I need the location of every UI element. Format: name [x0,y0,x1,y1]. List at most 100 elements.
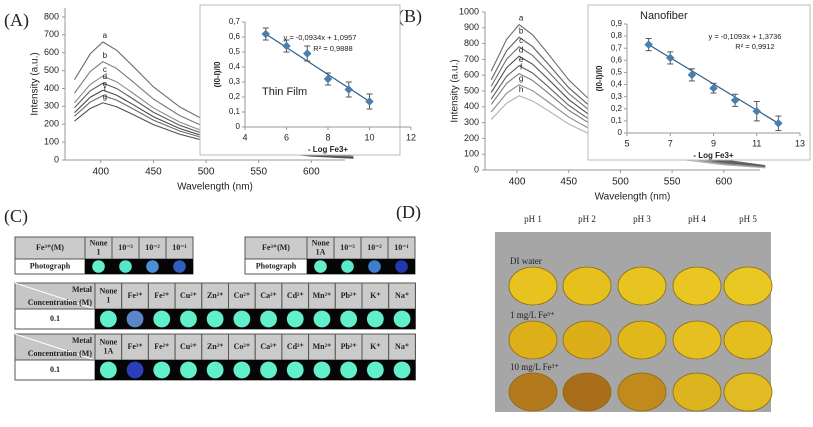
header-label: None 1 [99,286,117,304]
sample-spot [99,361,117,379]
header-cell [361,333,390,361]
curve-label: g [519,74,523,83]
film-disc [562,320,612,360]
header-label: Cu²⁺ [180,342,197,351]
sample-spot [393,361,411,379]
curve-label: d [519,45,523,54]
sample-spot [99,310,117,328]
film-disc [672,320,722,360]
corner-diagonal [14,282,96,310]
x-tick-label: 9 [711,138,716,148]
header-label: 10⁻³ [118,243,133,252]
photo-strip [307,259,415,274]
film-disc [672,372,722,412]
x-axis-title: Wavelength (nm) [595,192,671,203]
film-disc [723,320,773,360]
y-tick-label: 100 [464,149,479,159]
sample-spot [173,260,186,273]
x-tick-label: 13 [795,138,805,148]
ph-label: pH 4 [688,214,706,224]
sample-spot [180,310,197,328]
header-label: Cu²⁺ [180,291,197,300]
x-tick-label: 5 [624,138,629,148]
header-label: K⁺ [370,342,380,351]
sample-spot [366,361,384,379]
curve-label: e [103,79,108,88]
sample-spot [206,310,224,328]
equation: y = -0,1093x + 1,3736 [709,32,782,41]
y-tick-label: 0,5 [611,68,623,77]
y-tick-label: 0,6 [611,55,623,64]
header-cell [281,333,310,361]
data-point [323,74,333,84]
header-label: 10⁻³ [340,243,355,252]
y-tick-label: 800 [464,38,479,48]
header-label: 10⁻² [145,243,160,252]
x-tick-label: 550 [664,177,681,188]
y-tick-label: 0,2 [229,92,241,101]
y-tick-label: 800 [44,11,59,21]
x-tick-label: 7 [668,138,673,148]
film-disc [562,266,612,306]
sample-spot [233,361,251,379]
header-label: None 1 [90,238,108,256]
curve-label: f [520,63,523,72]
x-axis-title: - Log Fe3+ [308,145,349,154]
x-tick-label: 4 [242,132,247,142]
header-label: Zn²⁺ [207,291,223,300]
header-label: Pb²⁺ [341,291,357,300]
header-label: 10⁻¹ [394,243,409,252]
header-cell [121,282,149,310]
data-point [344,85,353,94]
curve-label: h [519,85,523,94]
curve-label: f [104,85,107,94]
sample-spot [313,310,331,328]
row-label: 0.1 [50,365,60,374]
sample-spot [314,260,327,273]
header-cell [121,333,149,361]
ph-label: pH 1 [524,214,542,224]
header-cell [281,282,310,310]
y-tick-label: 500 [464,85,479,95]
header-label: Zn²⁺ [207,342,223,351]
film-disc [617,372,667,412]
header-cell [254,282,283,310]
sample-spot [260,310,277,328]
film-disc [562,372,612,412]
y-tick-label: 0,3 [229,77,241,86]
header-label: Fe³⁺(M) [262,243,290,252]
sample-spot [260,361,277,379]
header-label: Co²⁺ [234,291,250,300]
sample-spot [313,361,331,379]
y-tick-label: 300 [44,101,59,111]
curve-label: b [519,26,524,35]
y-tick-label: 700 [44,29,59,39]
x-tick-label: 6 [284,132,289,142]
row-label: DI water [510,256,542,266]
sample-spot [368,260,381,273]
header-label: Pb²⁺ [341,342,357,351]
curve-label: e [519,55,524,64]
film-disc [508,320,558,360]
header-cell [388,282,416,310]
y-tick-label: 100 [44,136,59,146]
header-label: Fe³⁺ [128,291,143,300]
x-axis-title: - Log Fe3+ [693,151,734,160]
panel-label: (B) [398,6,422,27]
x-tick-label: 550 [250,167,267,178]
y-tick-label: 0 [236,122,241,131]
y-axis-title: Intensity (a.u.) [450,59,461,122]
y-tick-label: 0,2 [611,104,623,113]
header-label: Ca²⁺ [260,291,276,300]
y-tick-label: 0,7 [611,43,623,52]
header-label: Na⁺ [395,342,409,351]
sample-spot [341,260,354,273]
y-tick-label: 300 [464,117,479,127]
x-tick-label: 8 [325,132,330,142]
header-label: Cd²⁺ [287,342,304,351]
panel-label: (C) [4,206,28,227]
x-axis-title: Wavelength (nm) [177,182,253,193]
y-tick-label: 500 [44,65,59,75]
y-tick-label: 0,8 [611,31,623,40]
